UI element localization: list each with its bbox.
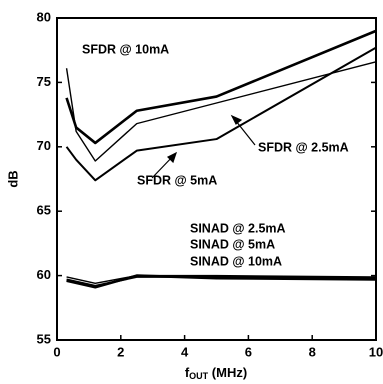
x-tick-label: 10 [369, 344, 383, 359]
arrow-head [230, 114, 243, 125]
series-label: SFDR @ 5mA [137, 173, 217, 187]
series-label: SFDR @ 2.5mA [258, 140, 349, 154]
arrows [151, 114, 256, 179]
series-line [66, 274, 377, 289]
x-tick-label: 4 [181, 344, 189, 359]
y-axis-label: dB [5, 170, 20, 187]
series-label: SINAD @ 10mA [190, 254, 282, 268]
plot-frame [56, 17, 377, 341]
x-label-f: f [185, 365, 190, 380]
x-label-sub: OUT [189, 371, 209, 381]
series-label: SFDR @ 10mA [82, 42, 169, 56]
series-label: SINAD @ 5mA [190, 237, 275, 251]
y-tick-label: 80 [37, 9, 51, 24]
y-tick-label: 60 [37, 267, 51, 282]
x-axis-label: fOUT (MHz) [185, 365, 247, 381]
y-tick-label: 75 [37, 74, 51, 89]
y-tick-label: 70 [37, 138, 51, 153]
series-label: SINAD @ 2.5mA [190, 221, 286, 235]
arrow-head [166, 151, 178, 164]
x-label-unit: (MHz) [208, 365, 247, 380]
x-tick-label: 2 [117, 344, 124, 359]
x-tick-label: 8 [309, 344, 316, 359]
y-tick-label: 65 [37, 203, 51, 218]
x-tick-label: 6 [245, 344, 252, 359]
x-tick-label: 0 [53, 344, 60, 359]
series-line [65, 46, 377, 182]
y-tick-label: 55 [37, 331, 51, 346]
series-line [65, 61, 377, 162]
